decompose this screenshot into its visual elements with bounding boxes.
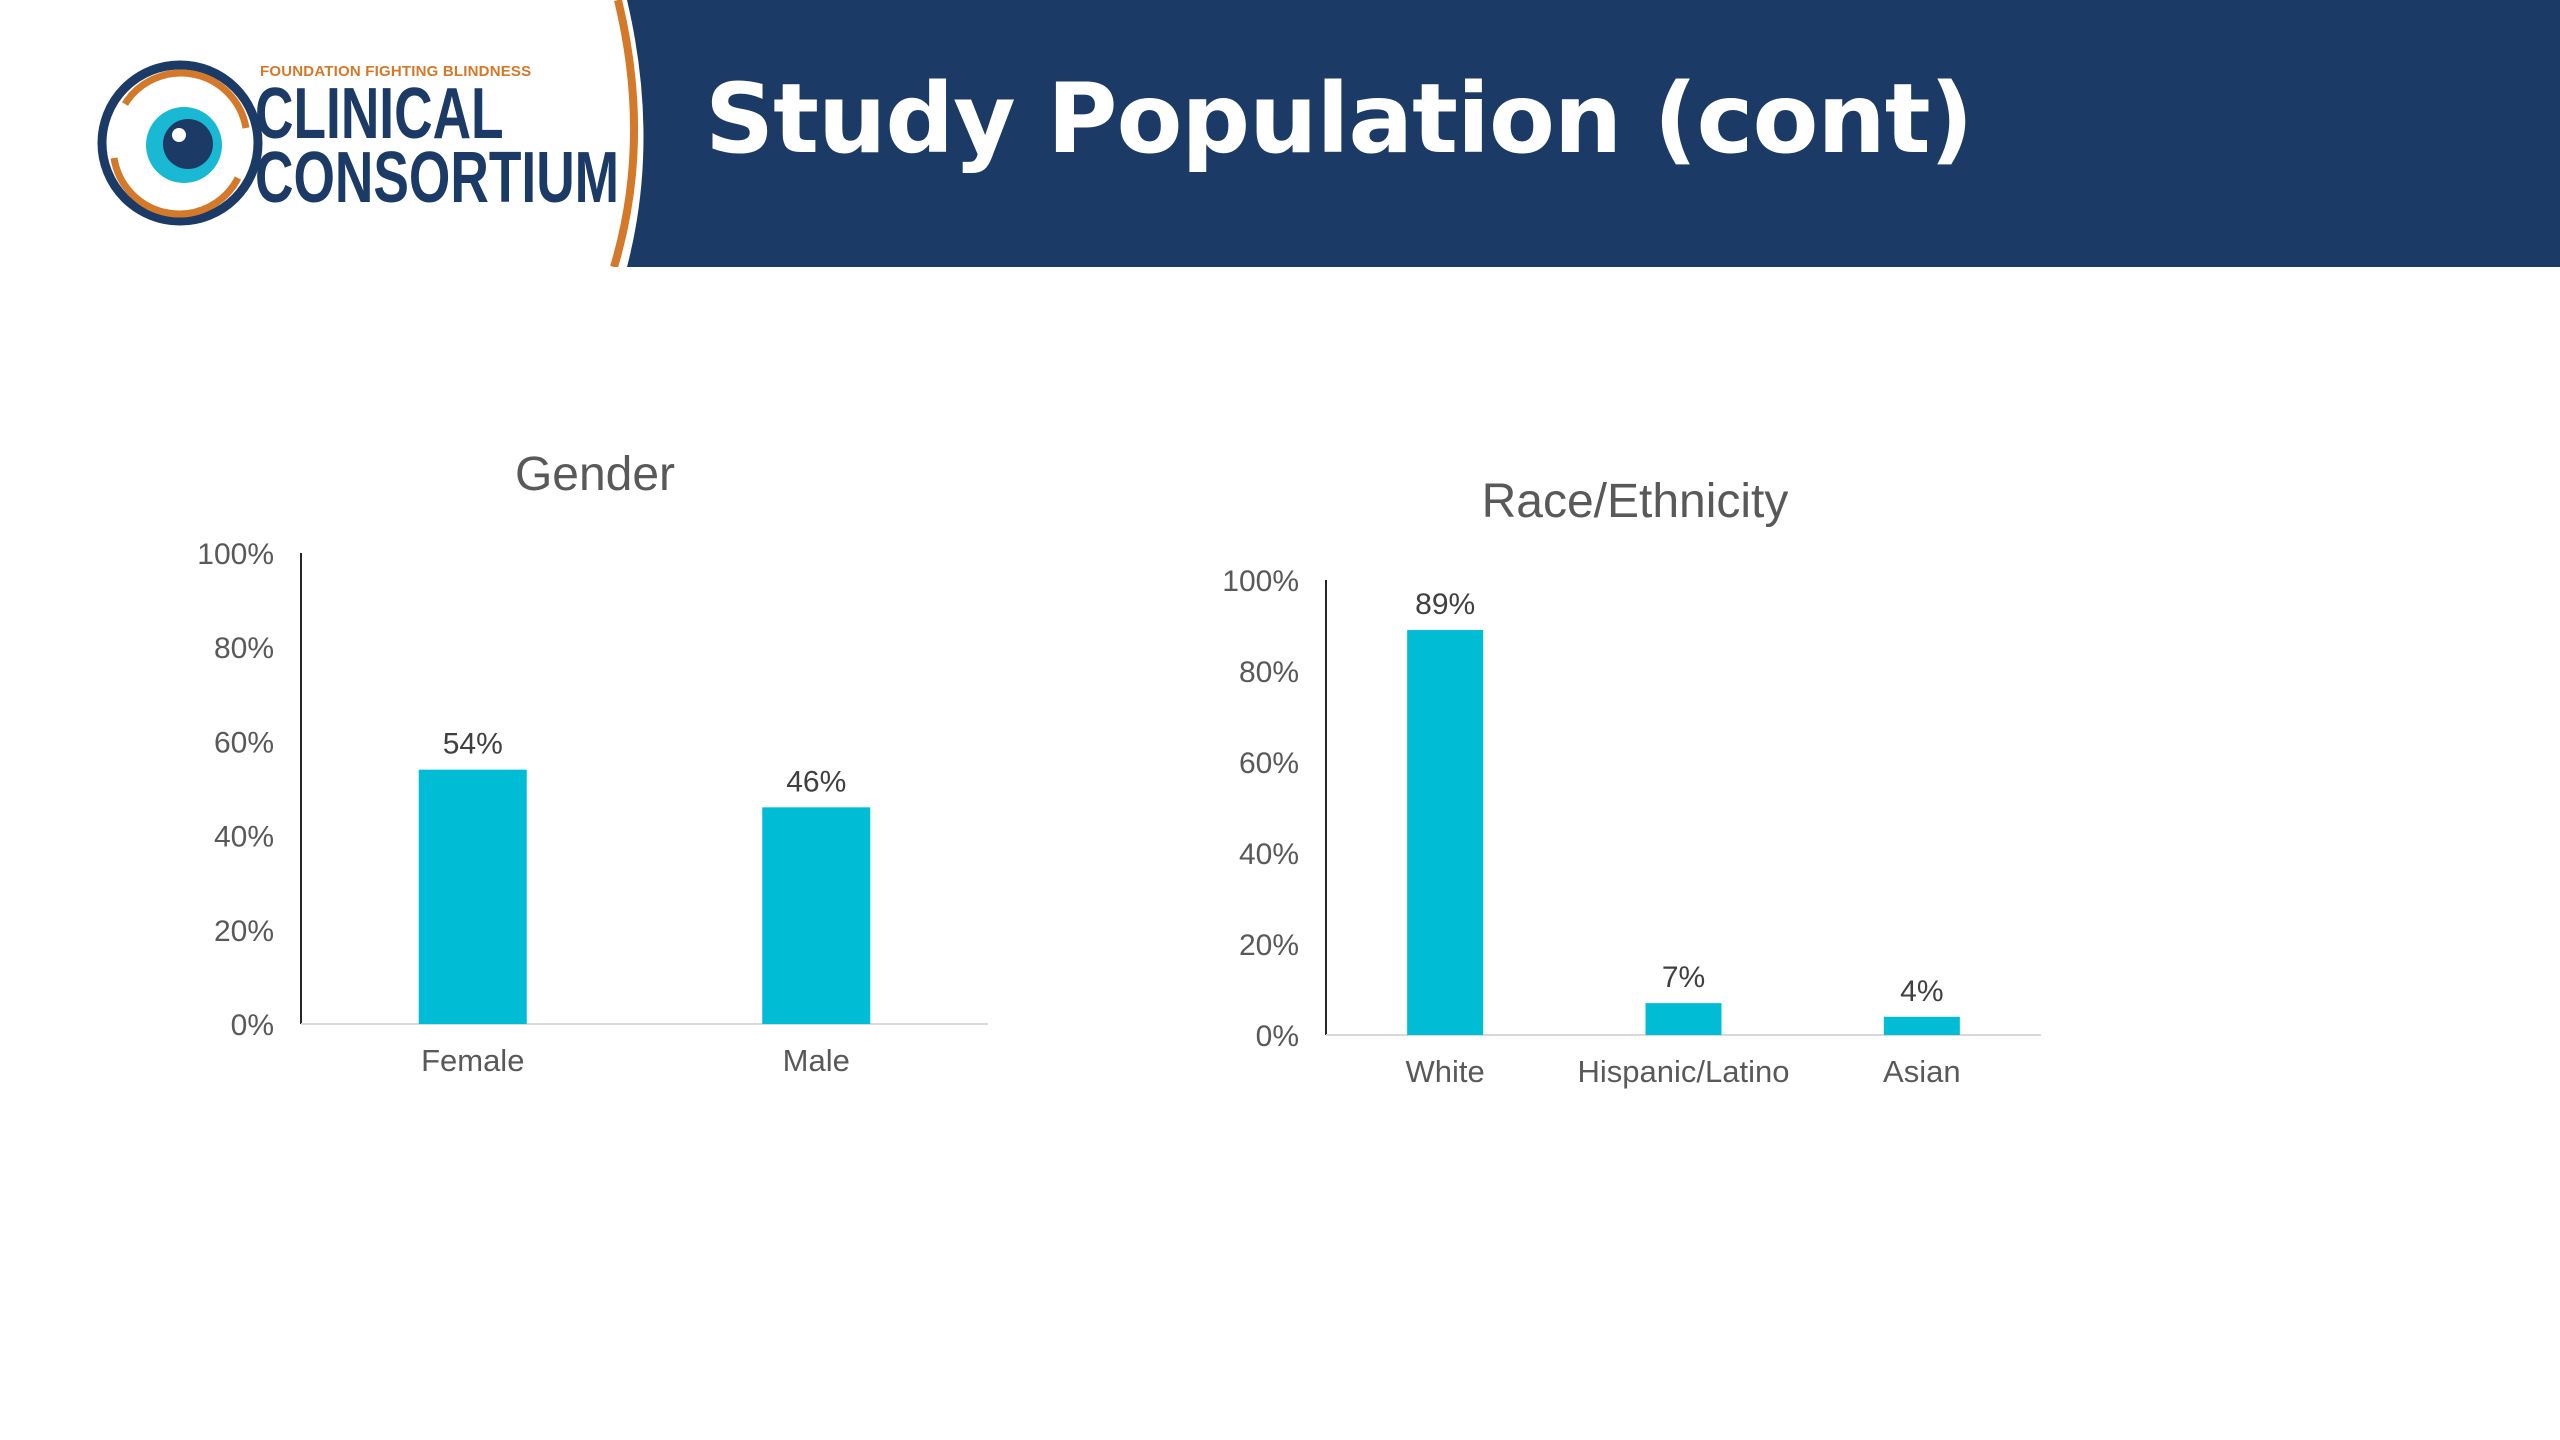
bar-male: [762, 807, 871, 1024]
bar-female: [418, 769, 527, 1024]
logo-wordmark-consortium: CONSORTIUM: [255, 138, 620, 218]
y-tick-label: 80%: [214, 632, 274, 665]
data-label: 89%: [1415, 588, 1475, 621]
y-tick-label: 40%: [214, 821, 274, 854]
y-tick-label: 60%: [214, 726, 274, 759]
y-tick-label: 0%: [1256, 1020, 1299, 1053]
logo-wordmark-clinical: CLINICAL: [255, 74, 504, 154]
data-label: 54%: [443, 728, 503, 761]
y-tick-label: 20%: [214, 915, 274, 948]
data-label: 4%: [1900, 975, 1943, 1008]
race-ethnicity-chart: Race/Ethnicity 0% 20% 40% 60% 80% 100% 89% Whi…: [1222, 475, 2041, 1089]
x-tick-label: Asian: [1883, 1054, 1961, 1089]
y-tick-label: 60%: [1239, 747, 1299, 780]
y-tick-label: 40%: [1239, 838, 1299, 871]
bar-hispanic-latino: [1645, 1003, 1722, 1035]
x-tick-label: White: [1406, 1054, 1485, 1089]
y-tick-label: 0%: [231, 1009, 274, 1042]
page-title: Study Population (cont): [705, 63, 1974, 175]
x-tick-label: Hispanic/Latino: [1578, 1054, 1790, 1089]
chart-title: Gender: [515, 448, 675, 501]
y-tick-label: 20%: [1239, 929, 1299, 962]
data-label: 7%: [1662, 961, 1705, 994]
gender-chart: Gender 0% 20% 40% 60% 80% 100% 54% Female 46% Ma…: [197, 448, 988, 1078]
logo-eye-icon: [97, 60, 263, 226]
x-tick-label: Female: [421, 1043, 524, 1078]
y-tick-label: 100%: [1222, 565, 1299, 598]
bar-asian: [1883, 1016, 1960, 1035]
data-label: 46%: [786, 765, 846, 798]
chart-title: Race/Ethnicity: [1482, 475, 1789, 528]
x-tick-label: Male: [783, 1043, 850, 1078]
bar-white: [1407, 630, 1484, 1035]
y-tick-label: 80%: [1239, 656, 1299, 689]
y-tick-label: 100%: [197, 538, 274, 571]
logo-tagline: FOUNDATION FIGHTING BLINDNESS: [260, 63, 532, 80]
header-band: [97, 0, 2560, 267]
